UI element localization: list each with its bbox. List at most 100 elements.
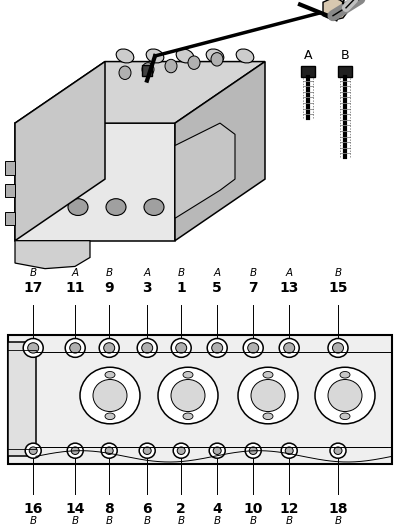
Text: A: A (286, 268, 293, 278)
Text: B: B (334, 268, 342, 278)
Circle shape (23, 338, 43, 357)
Circle shape (173, 443, 189, 458)
Text: B: B (250, 516, 257, 526)
Circle shape (101, 443, 117, 458)
Circle shape (249, 447, 257, 455)
Polygon shape (5, 161, 15, 175)
FancyBboxPatch shape (8, 342, 36, 456)
Circle shape (238, 367, 298, 424)
Circle shape (142, 63, 154, 76)
Text: 5: 5 (212, 280, 222, 295)
Ellipse shape (144, 199, 164, 215)
Circle shape (245, 443, 261, 458)
Ellipse shape (105, 372, 115, 378)
Text: 17: 17 (24, 280, 43, 295)
Text: 1: 1 (176, 280, 186, 295)
Text: 7: 7 (248, 280, 258, 295)
Circle shape (332, 343, 344, 353)
Circle shape (285, 447, 293, 455)
Circle shape (284, 343, 295, 353)
Text: B: B (178, 516, 185, 526)
Ellipse shape (105, 413, 115, 420)
Text: B: B (106, 268, 113, 278)
Text: B: B (178, 268, 185, 278)
Text: A: A (214, 268, 221, 278)
Circle shape (139, 443, 155, 458)
Text: B: B (30, 268, 37, 278)
Polygon shape (5, 184, 15, 197)
Circle shape (93, 380, 127, 411)
Text: 2: 2 (176, 502, 186, 516)
Ellipse shape (30, 199, 50, 215)
FancyBboxPatch shape (301, 66, 315, 77)
Text: 6: 6 (142, 502, 152, 516)
Ellipse shape (116, 49, 134, 63)
Circle shape (28, 343, 39, 353)
Text: A: A (144, 268, 151, 278)
Ellipse shape (106, 199, 126, 215)
Circle shape (315, 367, 375, 424)
Circle shape (165, 59, 177, 73)
Text: 9: 9 (104, 280, 114, 295)
Circle shape (80, 367, 140, 424)
Circle shape (104, 343, 115, 353)
Circle shape (71, 447, 79, 455)
Ellipse shape (206, 49, 224, 63)
Text: 11: 11 (66, 280, 85, 295)
Circle shape (143, 447, 151, 455)
FancyBboxPatch shape (338, 66, 352, 77)
Text: 3: 3 (142, 280, 152, 295)
Circle shape (211, 53, 223, 66)
Polygon shape (15, 241, 90, 269)
Ellipse shape (340, 372, 350, 378)
Circle shape (142, 343, 153, 353)
Circle shape (171, 338, 191, 357)
Circle shape (328, 380, 362, 411)
Text: B: B (214, 516, 221, 526)
Text: 12: 12 (280, 502, 299, 516)
Polygon shape (15, 62, 105, 241)
Text: 15: 15 (328, 280, 348, 295)
Circle shape (25, 443, 41, 458)
Polygon shape (175, 62, 265, 241)
Circle shape (176, 343, 187, 353)
Polygon shape (5, 212, 15, 225)
Text: 18: 18 (328, 502, 348, 516)
Circle shape (212, 343, 223, 353)
Circle shape (248, 343, 259, 353)
Polygon shape (175, 123, 235, 218)
Text: 14: 14 (66, 502, 85, 516)
Text: 8: 8 (104, 502, 114, 516)
Polygon shape (142, 65, 152, 76)
Text: A: A (72, 268, 79, 278)
Circle shape (177, 447, 185, 455)
Text: 4: 4 (212, 502, 222, 516)
Text: 13: 13 (280, 280, 299, 295)
Ellipse shape (176, 49, 194, 63)
Ellipse shape (146, 49, 164, 63)
Circle shape (213, 447, 221, 455)
Text: A: A (304, 49, 312, 62)
Circle shape (251, 380, 285, 411)
Text: B: B (72, 516, 79, 526)
Circle shape (158, 367, 218, 424)
Text: 10: 10 (244, 502, 263, 516)
Ellipse shape (183, 372, 193, 378)
Text: B: B (106, 516, 113, 526)
Circle shape (207, 338, 227, 357)
Text: 16: 16 (24, 502, 43, 516)
Ellipse shape (263, 372, 273, 378)
Circle shape (29, 447, 37, 455)
Circle shape (99, 338, 119, 357)
Circle shape (188, 56, 200, 69)
Circle shape (281, 443, 297, 458)
Polygon shape (15, 62, 265, 123)
Text: B: B (250, 268, 257, 278)
Text: B: B (286, 516, 293, 526)
Circle shape (243, 338, 263, 357)
Circle shape (334, 447, 342, 455)
FancyBboxPatch shape (8, 335, 392, 464)
Circle shape (171, 380, 205, 411)
Circle shape (119, 66, 131, 80)
Ellipse shape (183, 413, 193, 420)
